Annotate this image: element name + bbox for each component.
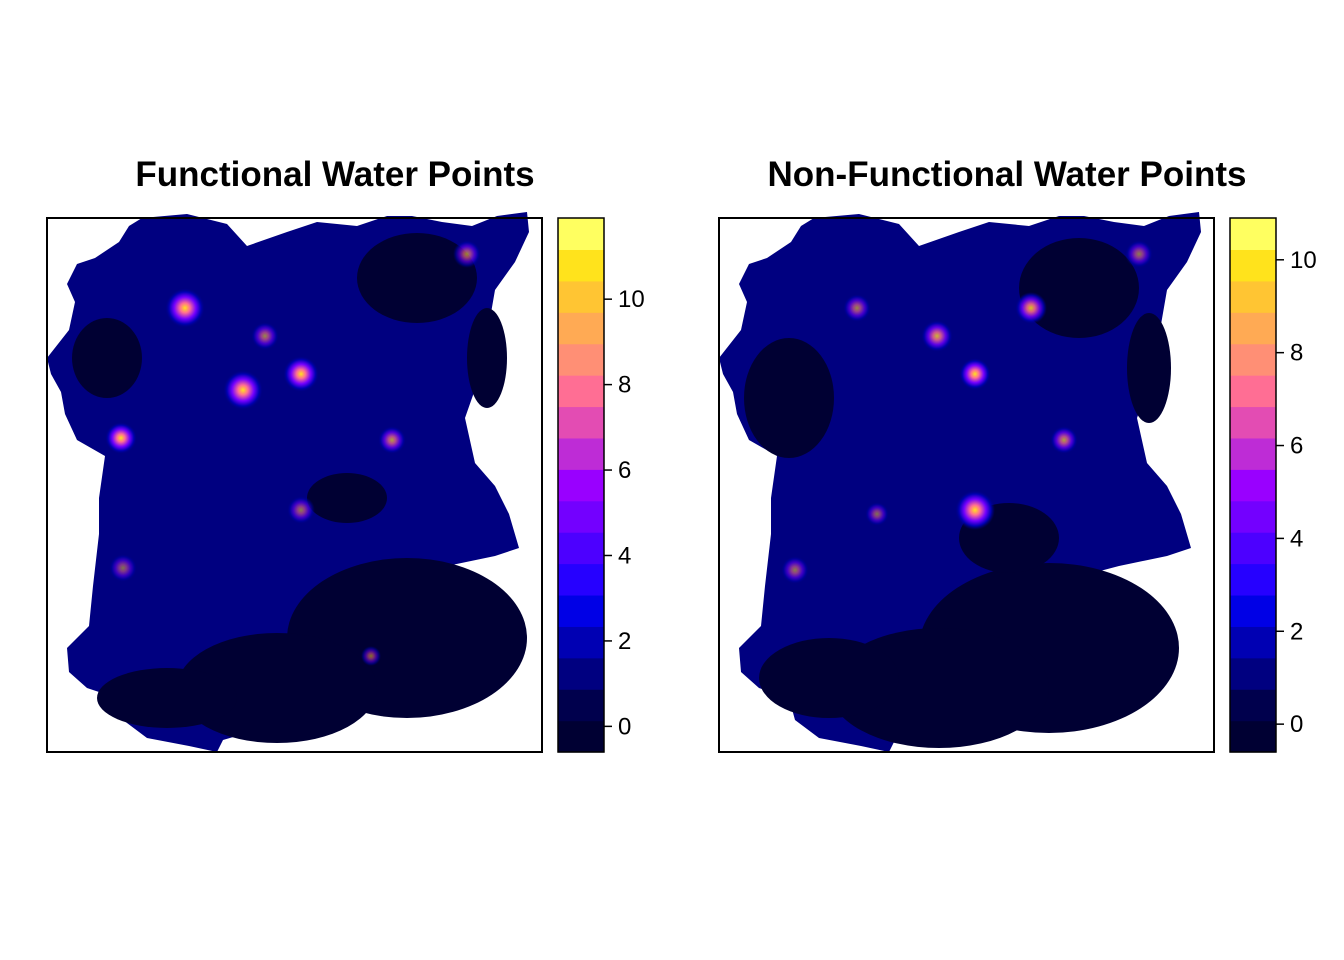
legend-band-non-functional-10 bbox=[1230, 437, 1276, 470]
hotspot-non-functional-7 bbox=[1125, 240, 1153, 268]
legend-band-functional-12 bbox=[558, 375, 604, 408]
legend-band-non-functional-2 bbox=[1230, 689, 1276, 722]
legend-band-functional-2 bbox=[558, 689, 604, 722]
legend-band-functional-9 bbox=[558, 469, 604, 502]
legend-ticks-non-functional: 0 2 4 6 8 10 bbox=[1276, 247, 1317, 738]
frame-non-functional bbox=[718, 217, 1215, 753]
hotspot-non-functional-5 bbox=[1050, 426, 1078, 454]
hotspots-non-functional bbox=[781, 240, 1153, 584]
hotspot-functional-3 bbox=[283, 356, 319, 392]
hotspot-non-functional-6 bbox=[843, 294, 871, 322]
legend-band-functional-16 bbox=[558, 249, 604, 282]
legend-band-functional-1 bbox=[558, 720, 604, 753]
hotspot-functional-4 bbox=[105, 422, 137, 454]
legend-band-non-functional-1 bbox=[1230, 720, 1276, 753]
panel-title-non-functional: Non-Functional Water Points bbox=[768, 155, 1247, 194]
map-area-non-functional bbox=[718, 212, 1215, 753]
legend-tick-label-non-functional-0: 0 bbox=[1290, 711, 1303, 738]
hotspot-non-functional-4 bbox=[921, 320, 953, 352]
legend-band-functional-11 bbox=[558, 406, 604, 439]
hotspot-functional-8 bbox=[287, 496, 315, 524]
legend-band-non-functional-11 bbox=[1230, 406, 1276, 439]
hotspots-functional bbox=[105, 240, 481, 666]
legend-band-non-functional-8 bbox=[1230, 500, 1276, 533]
legend-band-non-functional-14 bbox=[1230, 312, 1276, 345]
sparse-patches-non-functional bbox=[744, 238, 1179, 748]
legend-band-non-functional-5 bbox=[1230, 594, 1276, 627]
legend-band-non-functional-17 bbox=[1230, 218, 1276, 251]
legend-band-functional-4 bbox=[558, 626, 604, 659]
legend-tick-label-functional-0: 0 bbox=[618, 713, 631, 740]
legend-band-non-functional-3 bbox=[1230, 657, 1276, 690]
hotspot-functional-7 bbox=[453, 240, 481, 268]
legend-tick-label-functional-8: 8 bbox=[618, 372, 631, 399]
legend-band-functional-3 bbox=[558, 657, 604, 690]
legend-non-functional: 0 2 4 6 8 10 bbox=[1229, 217, 1317, 753]
legend-band-non-functional-16 bbox=[1230, 249, 1276, 282]
legend-tick-label-non-functional-4: 4 bbox=[1290, 525, 1303, 552]
hotspot-non-functional-9 bbox=[865, 502, 889, 526]
legend-tick-label-non-functional-6: 6 bbox=[1290, 433, 1303, 460]
panel-title-functional: Functional Water Points bbox=[135, 155, 534, 194]
legend-band-non-functional-4 bbox=[1230, 626, 1276, 659]
legend-tick-label-functional-6: 6 bbox=[618, 457, 631, 484]
legend-tick-label-non-functional-10: 10 bbox=[1290, 247, 1317, 274]
legend-band-functional-10 bbox=[558, 437, 604, 470]
legend-frame-functional bbox=[557, 217, 605, 753]
legend-band-non-functional-6 bbox=[1230, 563, 1276, 596]
legend-frame-non-functional bbox=[1229, 217, 1277, 753]
sparse-patches-functional bbox=[72, 233, 527, 743]
legend-band-non-functional-15 bbox=[1230, 280, 1276, 313]
legend-band-non-functional-9 bbox=[1230, 469, 1276, 502]
legend-tick-label-non-functional-2: 2 bbox=[1290, 618, 1303, 645]
hotspot-non-functional-8 bbox=[781, 556, 809, 584]
legend-band-functional-13 bbox=[558, 343, 604, 376]
legend-band-non-functional-12 bbox=[1230, 375, 1276, 408]
legend-band-functional-15 bbox=[558, 280, 604, 313]
legend-band-non-functional-13 bbox=[1230, 343, 1276, 376]
legend-band-functional-5 bbox=[558, 594, 604, 627]
legend-bands-functional bbox=[558, 218, 604, 753]
legend-tick-label-functional-10: 10 bbox=[618, 286, 645, 313]
legend-band-functional-14 bbox=[558, 312, 604, 345]
legend-bands-non-functional bbox=[1230, 218, 1276, 753]
legend-band-functional-7 bbox=[558, 532, 604, 565]
legend-tick-label-non-functional-8: 8 bbox=[1290, 340, 1303, 367]
hotspot-functional-9 bbox=[109, 554, 137, 582]
legend-ticks-functional: 0 2 4 6 8 10 bbox=[604, 286, 645, 740]
legend-band-non-functional-7 bbox=[1230, 532, 1276, 565]
legend-functional: 0 2 4 6 8 10 bbox=[557, 217, 645, 753]
legend-band-functional-17 bbox=[558, 218, 604, 251]
map-area-functional bbox=[46, 212, 543, 753]
legend-tick-label-functional-2: 2 bbox=[618, 628, 631, 655]
hotspot-functional-2 bbox=[165, 288, 205, 328]
hotspot-functional-5 bbox=[378, 426, 406, 454]
hotspot-non-functional-3 bbox=[1015, 292, 1047, 324]
hotspot-non-functional-1 bbox=[955, 490, 995, 530]
legend-tick-label-functional-4: 4 bbox=[618, 542, 631, 569]
hotspot-non-functional-2 bbox=[959, 358, 991, 390]
frame-functional bbox=[46, 217, 543, 753]
hotspot-functional-6 bbox=[251, 322, 279, 350]
hotspot-functional-10 bbox=[361, 646, 381, 666]
panel-non-functional: Non-Functional Water Points bbox=[718, 155, 1317, 753]
legend-band-functional-8 bbox=[558, 500, 604, 533]
panel-functional: Functional Water Points bbox=[46, 155, 645, 753]
legend-band-functional-6 bbox=[558, 563, 604, 596]
hotspot-functional-1 bbox=[223, 370, 263, 410]
